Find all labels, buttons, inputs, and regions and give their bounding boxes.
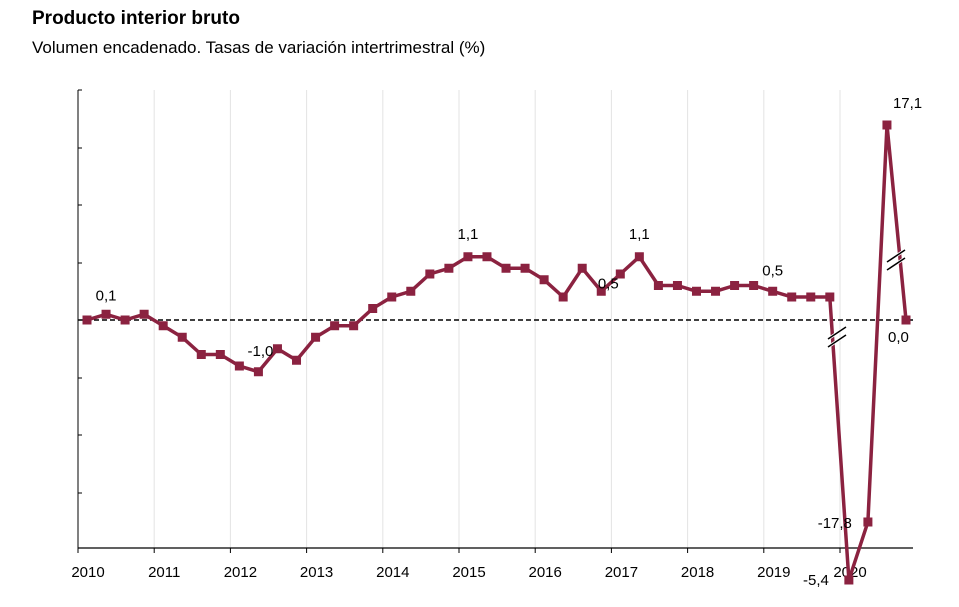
data-point [691,286,701,296]
x-tick-label: 2013 [300,564,333,581]
data-point [520,263,530,273]
x-tick-label: 2018 [681,564,714,581]
data-point [311,332,321,342]
data-point [463,252,473,262]
x-tick-label: 2012 [224,564,257,581]
data-point [844,575,854,585]
data-point [634,252,644,262]
data-point [749,281,759,290]
data-point [330,321,340,331]
x-tick-label: 2011 [148,564,180,581]
data-label: -17,8 [818,515,852,532]
data-point [292,355,302,365]
data-point [596,286,606,296]
x-tick-label: 2010 [71,564,104,581]
data-label: 0,5 [762,262,783,279]
data-point [444,263,454,273]
chart-subtitle: Volumen encadenado. Tasas de variación i… [32,38,486,57]
data-point [672,281,682,290]
data-point [558,292,568,302]
data-point [177,332,187,342]
x-tick-label: 2016 [529,564,562,581]
x-tick-label: 2017 [605,564,638,581]
data-point [387,292,397,302]
data-point [349,321,359,331]
data-point [806,292,816,302]
data-label: -1,0 [247,343,273,360]
series-line [86,123,908,582]
data-point [825,292,835,302]
data-point [539,275,549,285]
x-axis-tick-labels: 2010 2011 2012 2013 2014 2015 2016 2017 2018 2019… [71,564,866,581]
data-point [139,309,149,319]
data-point [234,361,244,371]
data-point [196,350,206,359]
data-point [711,286,721,296]
data-point [158,321,168,331]
data-point [482,252,492,262]
axis-break-markers [827,248,906,349]
data-labels: 0,1 -1,0 1,1 0,5 1,1 0,5 -5,4 -17,8 17,1 0,0 [96,95,923,589]
data-point [787,292,797,302]
data-label: 0,5 [598,275,619,292]
data-point [101,309,111,319]
x-tick-label: 2019 [757,564,790,581]
data-point [615,269,625,279]
data-label: 0,1 [96,287,117,304]
data-point [901,315,911,325]
break-slash [886,257,906,271]
x-tick-label: 2015 [452,564,485,581]
x-axis-ticks [77,548,841,553]
data-point [863,517,873,527]
data-point [368,304,378,313]
data-label: 1,1 [629,226,650,243]
data-point [577,263,587,273]
data-point [768,286,778,296]
data-point [730,281,740,290]
chart-title: Producto interior bruto [32,8,240,29]
vertical-gridlines [153,90,841,548]
data-point [501,263,511,273]
data-point [253,367,263,377]
data-point [272,344,282,354]
data-label: -5,4 [803,572,829,589]
y-axis-ticks [78,89,82,494]
break-slash [827,334,847,348]
data-label: 0,0 [888,329,909,346]
break-slash [827,326,847,340]
data-point [120,315,130,325]
data-point [406,286,416,296]
x-tick-label: 2014 [376,564,409,581]
data-point [653,281,663,290]
break-slash [886,249,906,263]
data-point [215,350,225,359]
gdp-series [82,120,911,585]
data-point [82,315,92,325]
data-label: 1,1 [458,226,479,243]
data-point [425,269,435,279]
data-label: 17,1 [893,95,922,112]
data-point [882,120,892,130]
